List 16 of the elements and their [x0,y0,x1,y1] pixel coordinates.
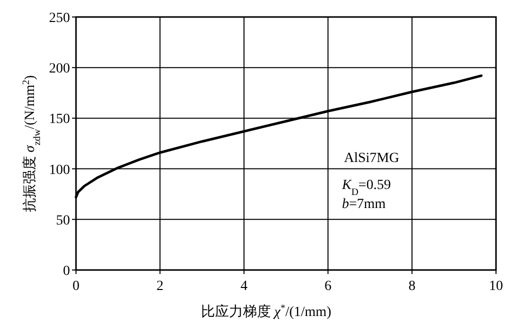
x-tick-label: 4 [240,279,248,294]
y-tick-label: 50 [56,213,70,228]
annotation: K$_{D}$=0.59 [342,178,391,198]
x-tick-label: 6 [324,279,332,294]
y-tick-label: 100 [49,162,70,178]
y-tick-label: 150 [49,112,70,128]
y-tick-label: 250 [49,11,70,26]
x-tick-label: 10 [489,279,503,294]
x-tick-label: 2 [156,279,164,294]
y-tick-label: 0 [63,264,70,279]
x-tick-label: 0 [72,279,80,294]
x-axis-title: 比应力梯度 χ$^{*}$/(1/mm) [200,302,332,320]
y-tick-label: 200 [49,62,70,77]
x-tick-label: 8 [408,279,416,294]
annotation: AlSi7MG [344,151,400,166]
annotation: b=7mm [342,197,386,212]
